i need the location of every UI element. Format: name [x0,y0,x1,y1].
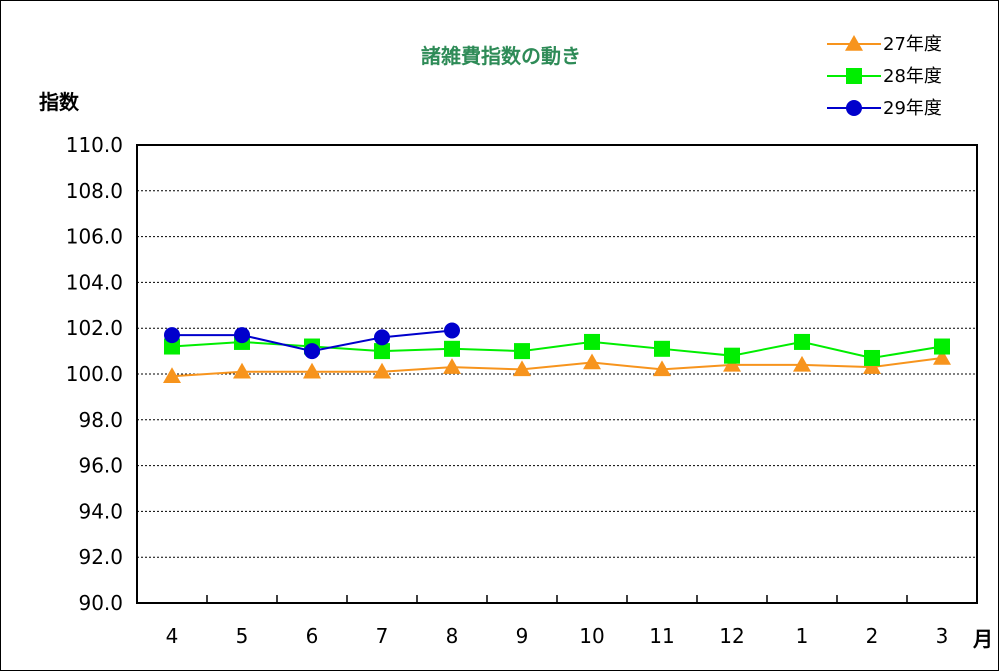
data-point [584,333,600,350]
legend-item: 27年度 [827,34,942,55]
data-point [304,343,320,360]
data-point [864,349,880,366]
series-3 [164,322,460,360]
data-point [303,362,321,379]
grid-lines [137,190,977,558]
x-tick-label: 8 [446,624,459,648]
legend-label: 27年度 [883,34,942,55]
y-tick-label: 102.0 [66,316,123,340]
data-point [374,343,390,360]
data-point [444,322,460,339]
data-point [653,360,671,377]
y-tick-label: 110.0 [66,133,123,157]
y-tick-label: 108.0 [66,179,123,203]
data-point [793,355,811,372]
data-point [164,327,180,344]
series-line [171,340,943,359]
data-point [514,343,530,360]
y-axis-ticks: 110.0 108.0 106.0 104.0 102.0 100.0 98.0 96.0 94… [66,133,123,615]
y-tick-label: 94.0 [78,499,123,523]
data-point [234,327,250,344]
data-point [724,347,740,364]
data-point [164,338,180,355]
y-tick-label: 98.0 [78,408,123,432]
data-point [654,340,670,357]
x-tick-label: 10 [579,624,604,648]
data-point [934,338,950,355]
legend-marker [846,68,862,84]
x-tick-label: 11 [649,624,674,648]
y-axis-label: 指数 [39,90,80,114]
y-tick-label: 90.0 [78,591,123,615]
data-point [583,353,601,370]
data-point [374,329,390,346]
x-tick-label: 5 [236,624,249,648]
x-tick-label: 12 [719,624,744,648]
x-tick-label: 9 [516,624,529,648]
data-point [444,340,460,357]
legend-item: 28年度 [827,66,942,87]
series-2 [164,333,950,366]
data-point [163,367,181,384]
x-tick-label: 6 [306,624,319,648]
x-tick-label: 1 [796,624,809,648]
series-layer [163,322,951,384]
data-point [373,362,391,379]
chart-title: 諸雑費指数の動き [421,44,581,68]
y-tick-label: 96.0 [78,454,123,478]
y-tick-label: 100.0 [66,362,123,386]
legend-item: 29年度 [827,98,942,119]
x-axis-unit: 月 [972,627,993,651]
x-axis-ticks: 4 5 6 7 8 9 10 11 12 1 2 3 [136,595,978,648]
data-point [233,362,251,379]
data-point [863,358,881,374]
y-tick-label: 104.0 [66,270,123,294]
y-tick-label: 106.0 [66,225,123,249]
x-tick-label: 3 [936,624,949,648]
y-tick-label: 92.0 [78,545,123,569]
x-tick-label: 2 [866,624,879,648]
series-1 [163,348,951,384]
legend-marker [846,100,862,116]
series-line [171,356,943,378]
legend-label: 29年度 [883,98,942,119]
data-point [513,360,531,377]
x-tick-label: 7 [376,624,389,648]
data-point [723,355,741,372]
data-point [794,333,810,350]
legend-marker [845,35,863,51]
x-tick-label: 4 [166,624,179,648]
legend: 27年度 28年度 29年度 [827,34,942,119]
legend-label: 28年度 [883,66,942,87]
data-point [933,348,951,365]
data-point [443,358,461,374]
